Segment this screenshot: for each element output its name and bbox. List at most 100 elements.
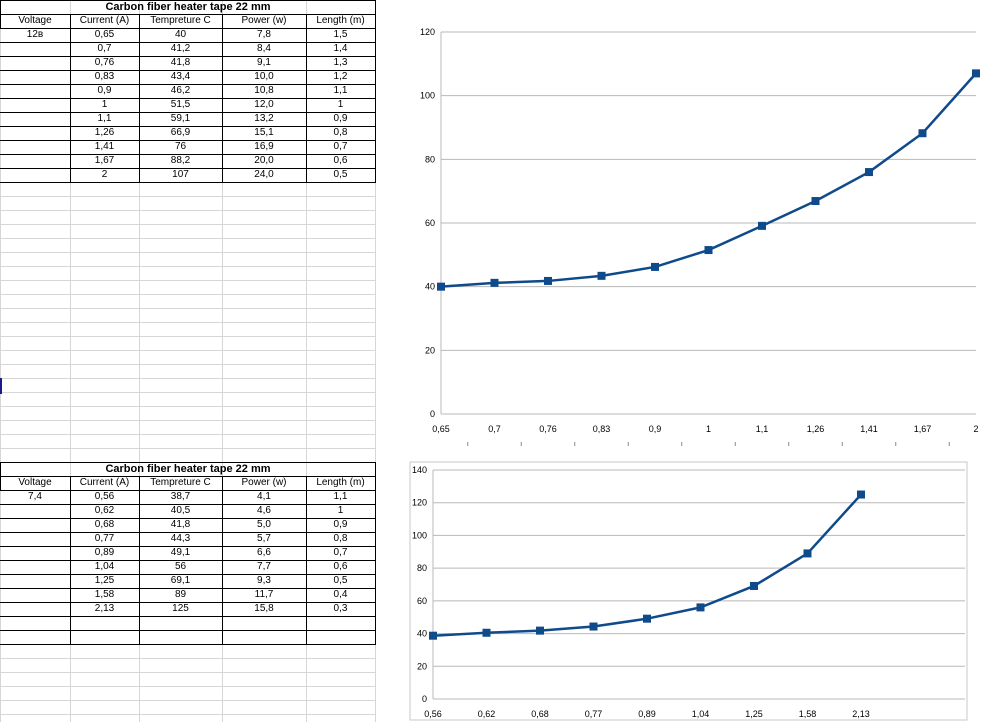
table-cell[interactable]: 0,89 <box>94 547 115 558</box>
table-cell[interactable]: 1,41 <box>94 141 115 152</box>
table-cell[interactable] <box>0 154 70 168</box>
table-cell[interactable] <box>0 98 70 112</box>
table-cell[interactable]: 0,77 <box>94 533 115 544</box>
table-cell[interactable]: 76 <box>174 141 187 152</box>
table-cell[interactable]: 1 <box>101 99 108 110</box>
table-cell[interactable]: 0,5 <box>333 575 348 586</box>
table-cell[interactable]: 0,76 <box>94 57 115 68</box>
table-cell[interactable] <box>0 574 70 588</box>
table-cell[interactable]: 13,2 <box>254 113 274 124</box>
table-cell[interactable]: 2 <box>101 169 108 180</box>
table-cell[interactable]: 24,0 <box>254 169 274 180</box>
table-cell[interactable] <box>0 602 70 616</box>
table-cell[interactable]: 1 <box>337 505 344 516</box>
table-cell[interactable]: 0,6 <box>333 155 348 166</box>
table-cell[interactable] <box>0 630 70 644</box>
table-cell[interactable]: 51,5 <box>170 99 191 110</box>
table-cell[interactable] <box>0 112 70 126</box>
table-cell[interactable]: 40 <box>174 29 187 40</box>
table-cell[interactable]: 0,4 <box>333 589 348 600</box>
table-cell[interactable]: 0,68 <box>94 519 115 530</box>
table-cell[interactable]: 4,1 <box>257 491 271 502</box>
line-chart-temperature-12v[interactable]: 0 20 40 60 80 100 120 0,65 0,7 0,76 0,83 0,9 1 1,1 1,2… <box>376 0 985 450</box>
table-cell[interactable]: 59,1 <box>170 113 191 124</box>
table-cell[interactable]: 0,56 <box>94 491 115 502</box>
table-cell[interactable]: 43,4 <box>170 71 191 82</box>
table-cell[interactable]: 0,7 <box>333 547 348 558</box>
table-cell[interactable]: 0,8 <box>333 127 348 138</box>
table-cell[interactable]: 66,9 <box>170 127 191 138</box>
table-cell[interactable]: 1,58 <box>94 589 115 600</box>
table-cell[interactable]: 1,1 <box>97 113 112 124</box>
table-cell[interactable] <box>222 630 306 644</box>
table-cell[interactable]: 0,3 <box>333 603 348 614</box>
table-cell[interactable] <box>0 518 70 532</box>
table-cell[interactable]: 1,4 <box>333 43 348 54</box>
table-cell[interactable]: 0,7 <box>97 43 112 54</box>
table-cell[interactable]: 1,3 <box>333 57 348 68</box>
table-cell[interactable]: 5,7 <box>257 533 271 544</box>
table-cell[interactable]: 41,2 <box>170 43 191 54</box>
table-cell[interactable]: 125 <box>172 603 189 614</box>
table-cell[interactable] <box>0 126 70 140</box>
table-cell[interactable] <box>0 70 70 84</box>
table-cell[interactable]: 0,5 <box>333 169 348 180</box>
table-cell[interactable] <box>0 504 70 518</box>
table-cell[interactable]: 0,8 <box>333 533 348 544</box>
table-cell[interactable]: 1,2 <box>333 71 348 82</box>
table-cell[interactable] <box>0 560 70 574</box>
table-cell[interactable]: 38,7 <box>170 491 191 502</box>
table-cell[interactable]: 1,04 <box>94 561 115 572</box>
table-cell[interactable]: 0,62 <box>94 505 115 516</box>
table-cell[interactable]: 0,7 <box>333 141 348 152</box>
table-cell[interactable] <box>70 630 139 644</box>
table-cell[interactable]: 1,25 <box>94 575 115 586</box>
table-cell[interactable]: 0,9 <box>333 113 348 124</box>
table-cell[interactable] <box>0 616 70 630</box>
table-cell[interactable]: 5,0 <box>257 519 271 530</box>
table-cell[interactable] <box>0 588 70 602</box>
table-cell[interactable]: 1,1 <box>333 491 348 502</box>
table-cell[interactable]: 4,6 <box>257 505 271 516</box>
table-cell[interactable] <box>306 630 375 644</box>
table-cell[interactable]: 6,6 <box>257 547 271 558</box>
table-cell[interactable]: 44,3 <box>170 533 191 544</box>
table-cell[interactable]: 41,8 <box>170 57 191 68</box>
table-cell[interactable]: 0,6 <box>333 561 348 572</box>
table-cell[interactable] <box>0 56 70 70</box>
table-cell[interactable]: 107 <box>172 169 189 180</box>
table-cell[interactable]: 69,1 <box>170 575 191 586</box>
table-cell[interactable]: 9,3 <box>257 575 271 586</box>
table-cell[interactable] <box>70 616 139 630</box>
table-cell[interactable]: 16,9 <box>254 141 274 152</box>
table-cell[interactable] <box>0 532 70 546</box>
table-cell[interactable]: 7,4 <box>28 491 42 502</box>
table-cell[interactable]: 0,65 <box>94 29 115 40</box>
table-cell[interactable]: 88,2 <box>170 155 191 166</box>
table-cell[interactable]: 89 <box>174 589 187 600</box>
table-cell[interactable]: 0,9 <box>97 85 112 96</box>
table-cell[interactable] <box>306 616 375 630</box>
table-cell[interactable]: 15,8 <box>254 603 274 614</box>
table-cell[interactable]: 2,13 <box>94 603 115 614</box>
table-cell[interactable]: 9,1 <box>257 57 271 68</box>
table-cell[interactable] <box>0 168 70 182</box>
table-cell[interactable]: 8,4 <box>257 43 271 54</box>
table-cell[interactable]: 1,26 <box>94 127 115 138</box>
table-cell[interactable]: 20,0 <box>254 155 274 166</box>
table-cell[interactable]: 46,2 <box>170 85 191 96</box>
table-cell[interactable] <box>139 616 222 630</box>
table-cell[interactable]: 10,0 <box>254 71 274 82</box>
table-cell[interactable]: 40,5 <box>170 505 191 516</box>
table-cell[interactable] <box>0 140 70 154</box>
table-cell[interactable]: 12в <box>26 29 44 40</box>
table-cell[interactable]: 7,8 <box>257 29 271 40</box>
table-cell[interactable]: 1,5 <box>333 29 348 40</box>
table-cell[interactable] <box>0 546 70 560</box>
table-cell[interactable]: 1,67 <box>94 155 115 166</box>
table-cell[interactable]: 11,7 <box>254 589 274 600</box>
table-cell[interactable]: 56 <box>174 561 187 572</box>
table-cell[interactable]: 1,1 <box>333 85 348 96</box>
table-cell[interactable]: 41,8 <box>170 519 191 530</box>
table-cell[interactable]: 0,9 <box>333 519 348 530</box>
